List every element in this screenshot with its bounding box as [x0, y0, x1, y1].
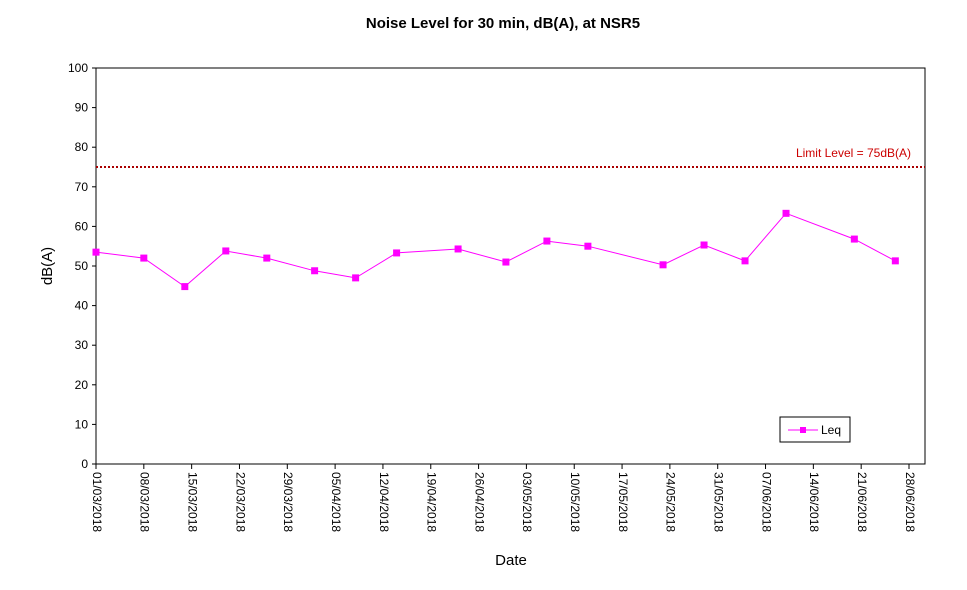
x-tick-label: 21/06/2018: [855, 472, 869, 532]
y-tick-label: 70: [75, 180, 89, 194]
x-tick-label: 19/04/2018: [425, 472, 439, 532]
data-point: [782, 209, 790, 217]
x-tick-label: 29/03/2018: [281, 472, 295, 532]
y-tick-label: 90: [75, 101, 89, 115]
x-tick-label: 26/04/2018: [472, 472, 486, 532]
data-point: [543, 237, 551, 245]
x-tick-label: 28/06/2018: [903, 472, 917, 532]
legend: Leq: [779, 416, 851, 443]
y-tick-label: 40: [75, 299, 89, 313]
x-tick-label: 07/06/2018: [759, 472, 773, 532]
x-tick-label: 31/05/2018: [712, 472, 726, 532]
x-tick-label: 05/04/2018: [329, 472, 343, 532]
x-tick-label: 22/03/2018: [233, 472, 247, 532]
y-axis: 0 10 20 30 40 50 60 70 80 90 100: [68, 61, 96, 471]
x-tick-label: 12/04/2018: [377, 472, 391, 532]
plot-area: [95, 67, 926, 465]
legend-label-leq: Leq: [821, 423, 841, 437]
data-point: [891, 257, 899, 265]
x-tick-label: 03/05/2018: [520, 472, 534, 532]
legend-marker: [800, 427, 806, 433]
data-point: [741, 257, 749, 265]
data-point: [850, 235, 858, 243]
data-point: [659, 261, 667, 269]
y-tick-label: 0: [81, 457, 88, 471]
chart-title: Noise Level for 30 min, dB(A), at NSR5: [366, 15, 640, 32]
limit-label: Limit Level = 75dB(A): [796, 146, 911, 160]
y-tick-label: 80: [75, 140, 89, 154]
x-tick-label: 10/05/2018: [568, 472, 582, 532]
data-point: [222, 247, 230, 255]
limit-line-group: Limit Level = 75dB(A): [96, 146, 925, 168]
y-tick-label: 30: [75, 338, 89, 352]
y-axis-title: dB(A): [39, 247, 56, 285]
y-tick-label: 20: [75, 378, 89, 392]
y-tick-label: 60: [75, 219, 89, 233]
series-layer: [92, 209, 899, 291]
data-point: [181, 283, 189, 291]
x-tick-label: 15/03/2018: [185, 472, 199, 532]
x-tick-label: 01/03/2018: [90, 472, 104, 532]
data-point: [393, 249, 401, 257]
data-point: [502, 258, 510, 266]
data-point: [263, 254, 271, 262]
x-tick-label: 08/03/2018: [138, 472, 152, 532]
y-tick-label: 50: [75, 259, 89, 273]
x-tick-label: 24/05/2018: [664, 472, 678, 532]
x-tick-label: 14/06/2018: [807, 472, 821, 532]
data-point: [454, 245, 462, 253]
y-tick-label: 100: [68, 61, 88, 75]
data-point: [140, 254, 148, 262]
data-point: [584, 242, 592, 250]
x-tick-label: 17/05/2018: [616, 472, 630, 532]
data-point: [92, 248, 100, 256]
x-axis-title: Date: [495, 552, 527, 569]
data-point: [700, 241, 708, 249]
y-tick-label: 10: [75, 417, 89, 431]
data-point: [352, 274, 360, 282]
x-axis: 01/03/2018 08/03/2018 15/03/2018 22/03/2018…: [90, 464, 917, 532]
data-point: [311, 267, 319, 275]
series-line-leq: [95, 212, 896, 288]
